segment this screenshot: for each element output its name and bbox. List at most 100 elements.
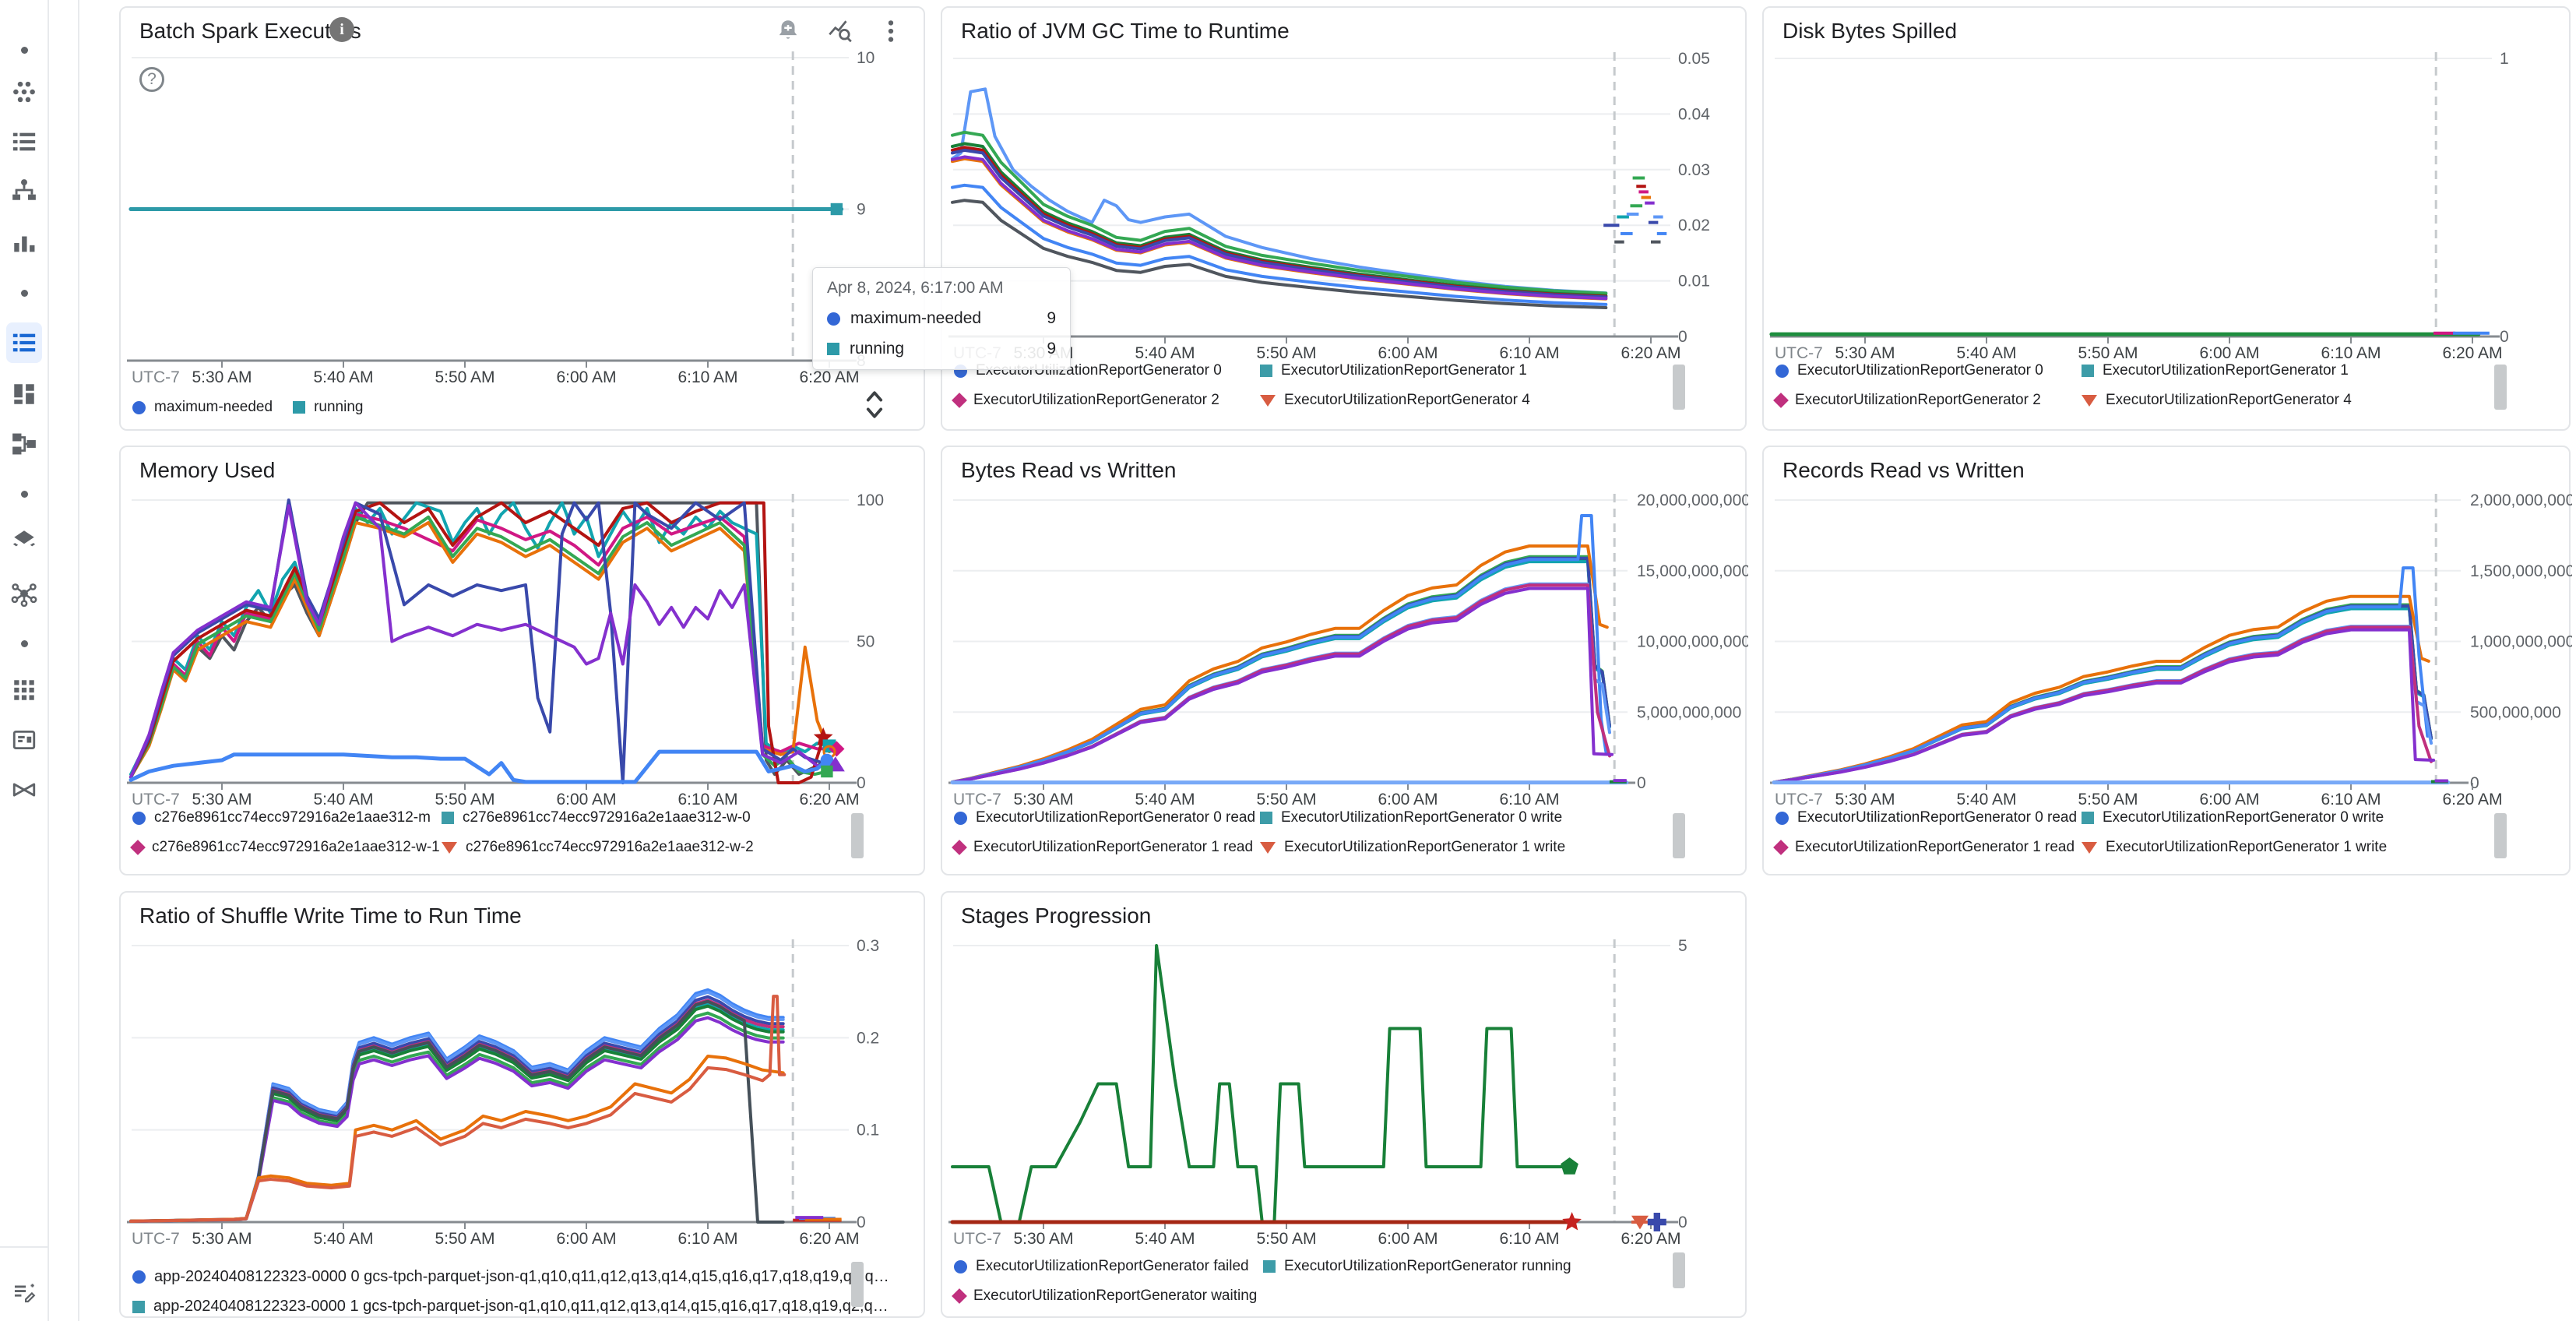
workflow-tree-icon[interactable] (6, 172, 42, 208)
chart-svg-bytes-rw: 20,000,000,000 15,000,000,000 10,000,000,0… (948, 491, 1748, 808)
circle-legend-icon (1775, 811, 1789, 825)
legend-scrollbar-thumb[interactable] (851, 1262, 864, 1307)
legend-item[interactable]: ExecutorUtilizationReportGenerator 1 rea… (952, 839, 1254, 856)
chart-title-stages: Stages Progression (961, 904, 1152, 928)
legend-item[interactable]: ExecutorUtilizationReportGenerator 2 (1773, 392, 2041, 409)
chart-plot-records-rw[interactable]: 2,000,000,000 1,500,000,000 1,000,000,000 5… (1764, 447, 2572, 874)
legend-item[interactable]: c276e8961cc74ecc972916a2e1aae312-m (132, 809, 431, 826)
series-line-purple (951, 155, 1608, 301)
chart-title-memory: Memory Used (139, 458, 276, 482)
legend-item[interactable]: running (293, 399, 363, 416)
legend-item[interactable]: ExecutorUtilizationReportGenerator 1 wri… (2082, 839, 2387, 856)
rail-divider (0, 1246, 49, 1248)
chart-svg-shuffle-ratio: 0.3 0.2 0.1 0 5:30 AM 5:40 AM 5:50 AM 6:00 AM 6:… (127, 937, 879, 1248)
pipeline-flow-icon[interactable] (6, 426, 42, 462)
x-tick-label: 6:00 AM (556, 368, 616, 386)
chart-plot-executors[interactable]: 10985:30 AM5:40 AM5:50 AM6:00 AM6:10 AM6… (121, 8, 924, 429)
info-icon[interactable]: i (329, 17, 354, 42)
article-icon[interactable] (6, 722, 42, 758)
bookmark-bowtie-icon[interactable] (6, 772, 42, 808)
square-legend-icon (293, 401, 306, 414)
legend-scrollbar-thumb[interactable] (1673, 813, 1685, 858)
jobs-list-icon[interactable] (6, 124, 42, 160)
y-axis-label: 100 (857, 491, 884, 509)
legend-item[interactable]: ExecutorUtilizationReportGenerator runni… (1263, 1258, 1571, 1275)
dot-icon (21, 491, 28, 498)
legend-item[interactable]: ExecutorUtilizationReportGenerator 4 (1260, 392, 1530, 409)
legend-item[interactable]: ExecutorUtilizationReportGenerator 4 (2082, 392, 2352, 409)
dot-icon (21, 640, 28, 647)
series-line-running (951, 944, 1571, 1224)
secondary-rail (49, 0, 79, 1321)
legend-scrollbar-thumb[interactable] (1673, 1252, 1685, 1288)
help-icon[interactable]: ? (139, 67, 164, 92)
star-marker-icon (1562, 1212, 1582, 1231)
bar-chart-icon[interactable] (6, 225, 42, 261)
legend-item[interactable]: ExecutorUtilizationReportGenerator 1 wri… (1260, 839, 1565, 856)
x-tick-label: 6:10 AM (677, 368, 737, 386)
legend-item[interactable]: ExecutorUtilizationReportGenerator 1 (2082, 362, 2349, 379)
chart-title-executors: Batch Spark Executors (139, 19, 361, 43)
legend-scrollbar-thumb[interactable] (851, 813, 864, 858)
chart-plot-bytes-rw[interactable]: 20,000,000,000 15,000,000,000 10,000,000,0… (942, 447, 1748, 874)
legend-item[interactable]: ExecutorUtilizationReportGenerator faile… (954, 1258, 1249, 1275)
legend-item[interactable]: ExecutorUtilizationReportGenerator 1 rea… (1773, 839, 2075, 856)
y-axis-label: 0.01 (1678, 273, 1710, 291)
legend-label: app-20240408122323-0000 0 gcs-tpch-parqu… (154, 1268, 889, 1285)
x-tick-label: 5:40 AM (313, 368, 373, 386)
utc-offset-label: UTC-7 (132, 791, 180, 808)
pentagon-marker-icon (1561, 1157, 1578, 1175)
legend-label: ExecutorUtilizationReportGenerator 0 (1797, 362, 2043, 379)
x-tick-label: 6:10 AM (1499, 344, 1559, 362)
legend-item[interactable]: ExecutorUtilizationReportGenerator waiti… (952, 1288, 1257, 1305)
diamond-legend-icon (1773, 840, 1789, 855)
tooltip-series-value: 9 (1047, 309, 1056, 327)
legend-label: ExecutorUtilizationReportGenerator 1 rea… (973, 839, 1254, 855)
tooltip-series-value: 9 (1047, 340, 1056, 358)
legend-scrollbar-thumb[interactable] (2494, 365, 2507, 410)
clusters-icon[interactable] (6, 74, 42, 110)
legend-scrollbar-thumb[interactable] (2494, 813, 2507, 858)
chart-plot-disk-spilled[interactable]: 1 0 5:30 AM 5:40 AM 5:50 AM 6:00 AM 6:10 AM 6:2… (1764, 8, 2569, 429)
dashboard-blocks-icon[interactable] (6, 376, 42, 412)
legend-item[interactable]: ExecutorUtilizationReportGenerator 0 (1775, 362, 2043, 379)
legend-item[interactable]: c276e8961cc74ecc972916a2e1aae312-w-1 (130, 839, 440, 856)
legend-item[interactable]: c276e8961cc74ecc972916a2e1aae312-w-0 (442, 809, 751, 826)
unfold-legend-chevron-icon[interactable] (859, 386, 890, 421)
jobs-list-icon-glyph (12, 132, 36, 151)
series-line-gray-drop (129, 999, 785, 1224)
chart-plot-memory[interactable]: 100 50 0 5:30 AM 5:40 AM 5:50 AM 6:00 AM 6:10 A… (121, 447, 924, 874)
x-tick-label: 5:50 AM (1256, 344, 1316, 362)
legend-item[interactable]: ExecutorUtilizationReportGenerator 0 rea… (1775, 809, 2077, 826)
legend-item[interactable]: app-20240408122323-0000 1 gcs-tpch-parqu… (132, 1298, 889, 1316)
legend-item[interactable]: ExecutorUtilizationReportGenerator 0 wri… (2082, 809, 2384, 826)
legend-item[interactable]: app-20240408122323-0000 0 gcs-tpch-parqu… (132, 1268, 889, 1286)
add-alert-bell-icon[interactable] (774, 17, 802, 45)
series-line-w-green (129, 515, 829, 779)
chart-svg-disk-spilled: 1 0 5:30 AM 5:40 AM 5:50 AM 6:00 AM 6:10 AM 6:2… (1769, 50, 2509, 362)
x-tick-label: 6:00 AM (556, 791, 616, 808)
legend-item[interactable]: ExecutorUtilizationReportGenerator 0 wri… (1260, 809, 1562, 826)
compose-note-icon[interactable] (6, 1274, 42, 1310)
diamond-legend-icon (130, 840, 146, 855)
legend-scrollbar-thumb[interactable] (1673, 365, 1685, 410)
y-axis-label: 0.04 (1678, 105, 1710, 123)
series-line-purple (951, 587, 1614, 784)
legend-item[interactable]: ExecutorUtilizationReportGenerator 1 (1260, 362, 1527, 379)
kebab-menu-icon[interactable] (877, 17, 905, 45)
legend-item[interactable]: maximum-needed (132, 399, 273, 416)
layers-icon[interactable] (6, 523, 42, 558)
legend-item[interactable]: ExecutorUtilizationReportGenerator 0 rea… (954, 809, 1255, 826)
legend-item[interactable]: c276e8961cc74ecc972916a2e1aae312-w-2 (442, 839, 754, 856)
x-tick-label: 6:10 AM (677, 791, 737, 808)
apps-grid-icon[interactable] (6, 672, 42, 708)
y-axis-label: 5 (1678, 937, 1687, 955)
chart-plot-stages[interactable]: 5 0 5:30 AM 5:40 AM 5:50 AM 6:00 AM 6:10 AM 6:2… (942, 893, 1745, 1316)
explore-metrics-icon[interactable] (825, 17, 853, 45)
chart-plot-shuffle-ratio[interactable]: 0.3 0.2 0.1 0 5:30 AM 5:40 AM 5:50 AM 6:00 AM 6:… (121, 893, 924, 1316)
legend-item[interactable]: ExecutorUtilizationReportGenerator 2 (952, 392, 1219, 409)
layers-icon-glyph (12, 530, 36, 547)
hub-icon[interactable] (6, 576, 42, 611)
batches-list-icon[interactable] (6, 322, 42, 363)
